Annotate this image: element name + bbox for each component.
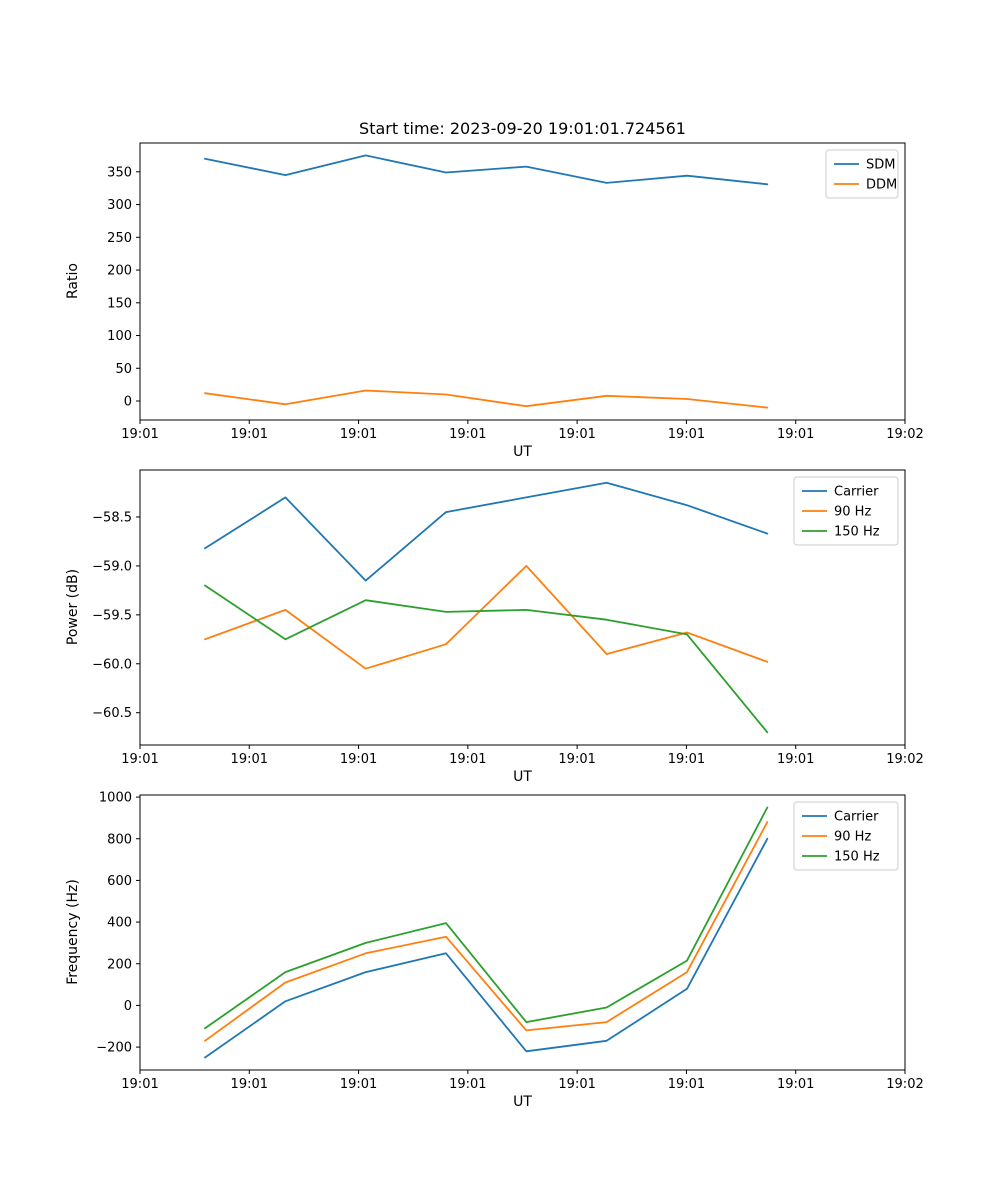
x-tick-label: 19:02 [886,427,923,442]
y-tick-label: 50 [115,362,132,377]
x-tick-label: 19:01 [231,1077,268,1092]
legend: Carrier 90 Hz 150 Hz [793,476,899,546]
x-tick-label: 19:01 [340,427,377,442]
legend-label: 150 Hz [834,525,880,540]
power-axis-label: Power (dB) [65,568,81,646]
y-tick-label: 200 [107,264,132,279]
series-line-150-hz [204,806,769,1030]
x-tick-label: 19:01 [121,1077,158,1092]
y-tick-label: −59.5 [92,608,132,623]
y-tick-label: 250 [107,231,132,246]
x-tick-label: 19:01 [558,427,595,442]
x-tick-label: 19:02 [886,752,923,767]
x-tick-label: 19:01 [777,427,814,442]
series-line-90-hz [204,821,769,1042]
x-tick-label: 19:01 [340,752,377,767]
y-tick-label: 1000 [99,791,132,806]
series-line-90-hz [204,565,769,670]
y-tick-label: −200 [96,1041,132,1056]
y-tick-label: 100 [107,329,132,344]
legend-box [793,801,899,871]
ut-axis-label-middle: UT [513,769,532,785]
legend-label: DDM [866,178,897,193]
plot-border [139,469,906,746]
y-tick-label: −58.5 [92,510,132,525]
legend-label: 150 Hz [834,850,880,865]
chart-1: 0 50 100 150 200 250 300 350 19:01 19:01 19:01 19:0… [107,142,924,442]
y-tick-label: 0 [124,999,132,1014]
chart-2: −60.5 −60.0 −59.5 −59.0 −58.5 19:01 19:01 19:01… [92,469,924,767]
y-tick-label: 400 [107,916,132,931]
series-line-sdm [204,154,769,186]
y-tick-label: 350 [107,165,132,180]
legend: SDM DDM [825,149,899,199]
y-tick-label: 200 [107,957,132,972]
ut-axis-label-top: UT [513,444,532,460]
frequency-axis-label: Frequency (Hz) [65,879,81,985]
plot-border [139,142,906,421]
ut-axis-label-bottom: UT [513,1094,532,1110]
series-line-carrier [204,481,769,582]
x-tick-label: 19:01 [231,752,268,767]
x-tick-label: 19:01 [668,1077,705,1092]
x-tick-label: 19:01 [121,427,158,442]
legend-box [825,149,899,199]
legend-label: SDM [866,158,895,173]
y-tick-label: 600 [107,874,132,889]
legend: Carrier 90 Hz 150 Hz [793,801,899,871]
x-tick-label: 19:01 [449,752,486,767]
x-tick-label: 19:01 [558,1077,595,1092]
x-tick-label: 19:01 [231,427,268,442]
chart-3: −200 0 200 400 600 800 1000 19:01 19:01 19:01 19:0… [96,791,923,1092]
x-tick-label: 19:01 [668,752,705,767]
y-tick-label: 800 [107,832,132,847]
legend-label: 90 Hz [834,505,871,520]
series-line-carrier [204,837,769,1059]
series-line-ddm [204,389,769,409]
legend-label: Carrier [834,810,879,825]
y-tick-label: 0 [124,395,132,410]
x-tick-label: 19:02 [886,1077,923,1092]
x-tick-label: 19:01 [558,752,595,767]
y-tick-label: −60.0 [92,657,132,672]
x-tick-label: 19:01 [668,427,705,442]
legend-label: 90 Hz [834,830,871,845]
x-tick-label: 19:01 [777,752,814,767]
legend-box [793,476,899,546]
x-tick-label: 19:01 [449,1077,486,1092]
ratio-axis-label: Ratio [65,263,81,299]
figure-title: Start time: 2023-09-20 19:01:01.724561 [359,119,686,138]
y-tick-label: 150 [107,296,132,311]
y-tick-label: −60.5 [92,706,132,721]
x-tick-label: 19:01 [449,427,486,442]
x-tick-label: 19:01 [121,752,158,767]
x-tick-label: 19:01 [777,1077,814,1092]
x-tick-label: 19:01 [340,1077,377,1092]
y-tick-label: −59.0 [92,559,132,574]
series-line-150-hz [204,584,769,734]
plot-border [139,794,906,1071]
legend-label: Carrier [834,485,879,500]
y-tick-label: 300 [107,198,132,213]
